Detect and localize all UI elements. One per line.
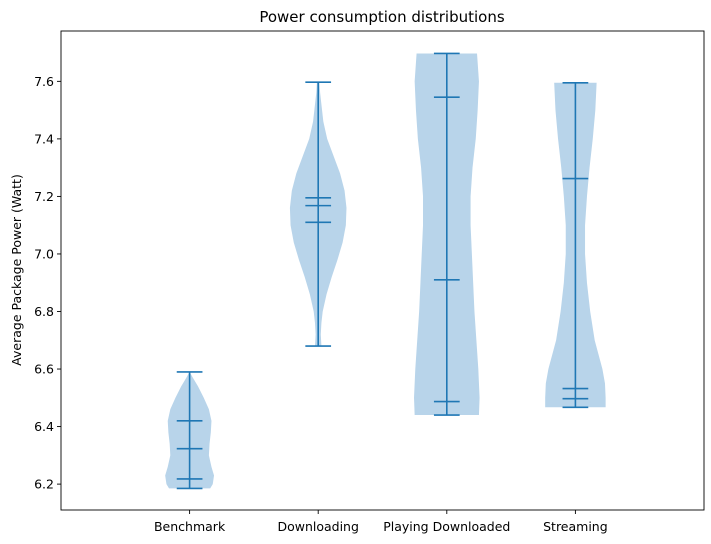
chart-title: Power consumption distributions bbox=[259, 8, 504, 26]
x-tick-label: Playing Downloaded bbox=[383, 519, 510, 534]
y-tick-label: 6.6 bbox=[34, 362, 54, 377]
y-tick-label: 7.0 bbox=[34, 246, 54, 261]
y-axis: 6.2 6.4 6.6 6.8 7.0 7.2 7.4 7.6 bbox=[34, 74, 61, 492]
y-tick-label: 6.2 bbox=[34, 477, 54, 492]
y-axis-label: Average Package Power (Watt) bbox=[9, 174, 24, 366]
plot-frame bbox=[60, 30, 705, 511]
x-tick-label: Benchmark bbox=[154, 519, 226, 534]
x-tick-label: Streaming bbox=[543, 519, 608, 534]
y-tick-label: 6.4 bbox=[34, 419, 54, 434]
y-tick-label: 7.6 bbox=[34, 74, 54, 89]
x-tick-label: Downloading bbox=[277, 519, 358, 534]
y-tick-label: 6.8 bbox=[34, 304, 54, 319]
y-tick-label: 7.4 bbox=[34, 131, 54, 146]
y-tick-label: 7.2 bbox=[34, 189, 54, 204]
plot-area bbox=[165, 52, 606, 490]
x-axis: Benchmark Downloading Playing Downloaded St… bbox=[154, 510, 608, 534]
